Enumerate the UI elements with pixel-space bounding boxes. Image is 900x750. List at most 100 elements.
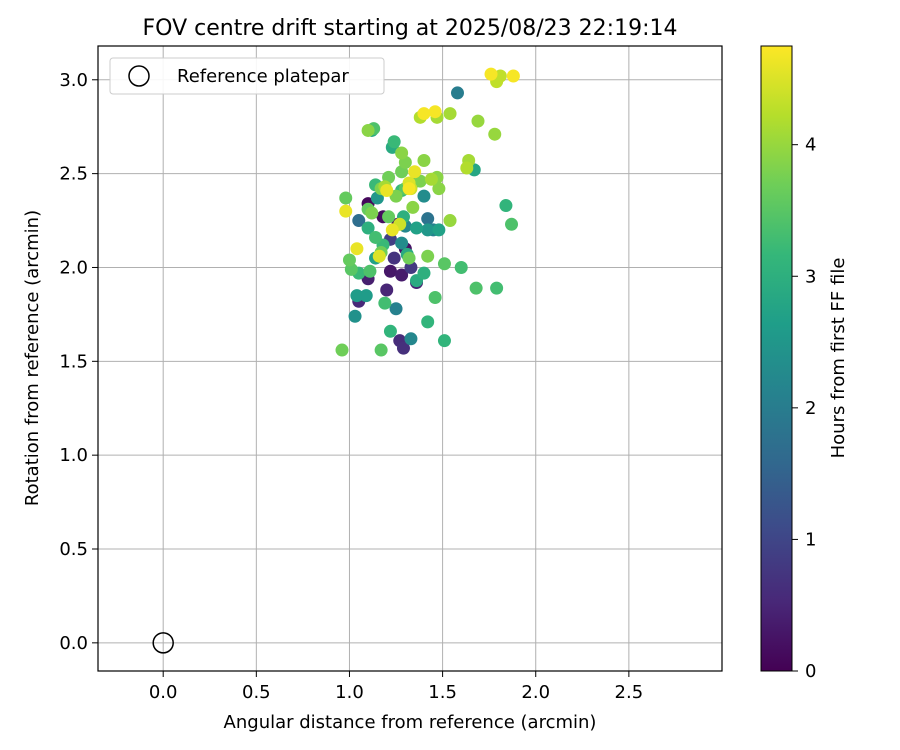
y-axis-ticks: 0.0 0.5 1.0 1.5 2.0 2.5 3.0 (59, 70, 98, 654)
y-tick-label: 1.5 (59, 351, 88, 372)
plot-area-frame (97, 45, 723, 672)
colorbar-tick-label: 2 (805, 398, 816, 419)
data-point (363, 264, 377, 278)
data-point (385, 223, 399, 237)
x-axis-ticks: 0.0 0.5 1.0 1.5 2.0 2.5 (149, 671, 643, 703)
data-point (488, 127, 502, 141)
data-point (417, 107, 431, 121)
colorbar-tick-label: 4 (805, 135, 816, 156)
data-point (396, 341, 410, 355)
x-tick-label: 2.0 (521, 682, 550, 703)
chart-title: FOV centre drift starting at 2025/08/23 … (143, 16, 678, 41)
data-point (469, 281, 483, 295)
data-point (395, 236, 409, 250)
x-tick-label: 1.0 (335, 682, 364, 703)
data-point (484, 67, 498, 81)
data-point (395, 268, 409, 282)
y-tick-label: 2.5 (59, 164, 88, 185)
data-point (437, 257, 451, 271)
data-point (428, 291, 442, 305)
colorbar-ticks: 0 1 2 3 4 (792, 135, 816, 682)
data-point (402, 182, 416, 196)
y-tick-label: 0.0 (59, 633, 88, 654)
x-tick-label: 2.5 (615, 682, 644, 703)
data-point (389, 302, 403, 316)
x-tick-label: 1.5 (428, 682, 457, 703)
data-point (490, 281, 504, 295)
data-point (380, 283, 394, 297)
data-point (499, 199, 513, 213)
colorbar-tick-label: 3 (805, 266, 816, 287)
data-point (339, 204, 353, 218)
data-point (382, 210, 396, 224)
data-point (432, 223, 446, 237)
data-point (350, 242, 364, 256)
data-point (387, 135, 401, 149)
y-tick-label: 3.0 (59, 70, 88, 91)
data-point (374, 343, 388, 357)
data-point (408, 165, 422, 179)
data-point (421, 223, 435, 237)
y-axis-label: Rotation from reference (arcmin) (22, 210, 43, 506)
data-point (383, 324, 397, 338)
reference-platepar-marker (152, 632, 174, 654)
data-point (428, 105, 442, 119)
data-point (421, 212, 435, 226)
data-point (361, 123, 375, 137)
data-point (406, 200, 420, 214)
data-point (443, 214, 457, 228)
reference-marker-layer (152, 632, 174, 654)
data-point (348, 309, 362, 323)
data-point (365, 206, 379, 220)
data-point (380, 184, 394, 198)
data-point (506, 69, 520, 83)
data-point (361, 221, 375, 235)
data-point (421, 249, 435, 263)
data-point (335, 343, 349, 357)
data-point (359, 289, 373, 303)
data-point (460, 161, 474, 175)
colorbar (760, 45, 793, 672)
data-point (413, 174, 427, 188)
data-point (350, 289, 364, 303)
colorbar-tick-label: 1 (805, 529, 816, 550)
data-point (378, 296, 392, 310)
legend-label: Reference platepar (177, 66, 349, 87)
x-tick-label: 0.0 (149, 682, 178, 703)
data-point (383, 264, 397, 278)
data-point (417, 266, 431, 280)
data-point (395, 146, 409, 160)
y-tick-label: 2.0 (59, 257, 88, 278)
data-point (404, 332, 418, 346)
data-point (417, 153, 431, 167)
data-point (505, 217, 519, 231)
data-point (437, 334, 451, 348)
x-tick-label: 0.5 (242, 682, 271, 703)
data-point (342, 253, 356, 267)
data-point (454, 260, 468, 274)
data-point (389, 189, 403, 203)
data-point (471, 114, 485, 128)
colorbar-tick-label: 0 (805, 661, 816, 682)
data-point (450, 86, 464, 100)
legend: Reference platepar (109, 57, 385, 95)
data-point (432, 182, 446, 196)
colorbar-label: Hours from first FF file (828, 258, 849, 459)
data-point (339, 191, 353, 205)
x-axis-label: Angular distance from reference (arcmin) (224, 712, 597, 733)
data-point (410, 221, 424, 235)
data-point (402, 251, 416, 265)
data-point (417, 189, 431, 203)
y-tick-label: 1.0 (59, 445, 88, 466)
legend-open-circle-marker (128, 65, 150, 87)
data-point (421, 315, 435, 329)
legend-box (109, 57, 385, 95)
y-tick-label: 0.5 (59, 539, 88, 560)
data-point (372, 249, 386, 263)
data-point (387, 251, 401, 265)
data-point (352, 214, 366, 228)
data-points (335, 67, 520, 357)
data-point (369, 230, 383, 244)
data-point (424, 172, 438, 186)
